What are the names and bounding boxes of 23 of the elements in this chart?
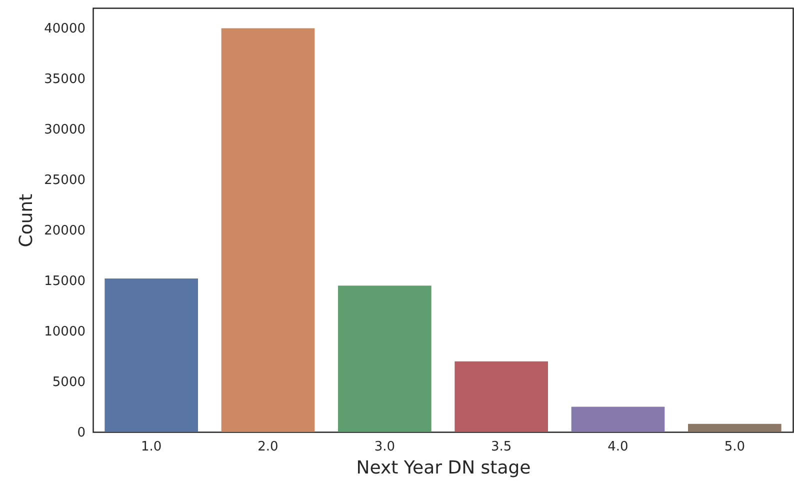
bar (571, 406, 665, 432)
bar (104, 278, 198, 432)
bar (338, 286, 432, 432)
bar (454, 361, 548, 432)
y-tick-label: 40000 (44, 22, 86, 37)
x-tick-label: 5.0 (724, 440, 746, 454)
y-tick-label: 10000 (44, 324, 86, 340)
y-axis-title: Count (16, 194, 38, 248)
y-tick-label: 25000 (44, 173, 86, 188)
y-tick-label: 0 (77, 426, 86, 440)
y-tick-label: 5000 (52, 375, 86, 390)
x-tick-label: 4.0 (608, 440, 628, 454)
y-tick-label: 20000 (44, 224, 86, 239)
x-tick-label: 3.5 (490, 440, 512, 454)
x-tick-label: 1.0 (140, 440, 162, 454)
x-axis-title: Next Year DN stage (356, 458, 531, 478)
y-tick-label: 35000 (44, 72, 86, 88)
y-tick-label: 30000 (44, 122, 86, 138)
bar (221, 28, 315, 432)
y-tick-label: 15000 (44, 274, 86, 290)
x-tick-label: 3.0 (374, 440, 396, 454)
x-tick-label: 2.0 (258, 440, 278, 454)
bar (688, 424, 782, 432)
